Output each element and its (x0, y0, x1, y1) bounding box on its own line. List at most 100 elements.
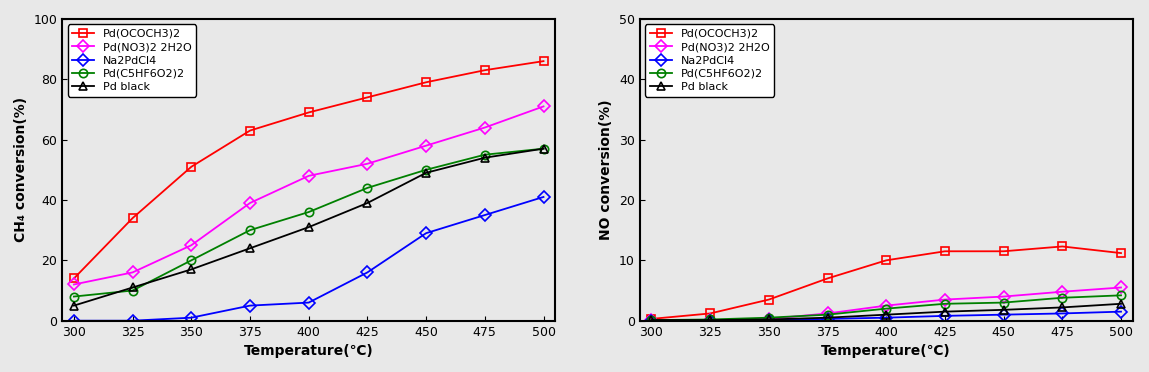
Pd(NO3)2 2H2O (125, 270, 139, 275)
Pd(C5HF6O2)2 (302, 210, 316, 214)
Pd black (996, 308, 1010, 312)
Pd(C5HF6O2)2 (762, 315, 776, 320)
Pd(C5HF6O2)2 (820, 312, 834, 317)
Na2PdCl4 (820, 317, 834, 321)
Pd(OCOCH3)2 (762, 297, 776, 302)
Legend: Pd(OCOCH3)2, Pd(NO3)2 2H2O, Na2PdCl4, Pd(C5HF6O2)2, Pd black: Pd(OCOCH3)2, Pd(NO3)2 2H2O, Na2PdCl4, Pd… (68, 25, 196, 97)
Pd(OCOCH3)2 (478, 68, 492, 73)
Pd(C5HF6O2)2 (537, 147, 550, 151)
Line: Pd black: Pd black (647, 299, 1125, 324)
Pd(NO3)2 2H2O (478, 125, 492, 130)
Pd(OCOCH3)2 (419, 80, 433, 84)
Line: Pd(C5HF6O2)2: Pd(C5HF6O2)2 (70, 144, 548, 301)
Pd(OCOCH3)2 (302, 110, 316, 115)
Pd(OCOCH3)2 (244, 128, 257, 133)
Pd(C5HF6O2)2 (1056, 295, 1070, 300)
Line: Pd(NO3)2 2H2O: Pd(NO3)2 2H2O (70, 102, 548, 289)
Na2PdCl4 (996, 312, 1010, 317)
Pd(NO3)2 2H2O (419, 144, 433, 148)
Na2PdCl4 (762, 318, 776, 322)
Pd black (762, 317, 776, 322)
Na2PdCl4 (419, 231, 433, 235)
Pd(NO3)2 2H2O (938, 297, 951, 302)
Pd black (938, 310, 951, 314)
Pd(C5HF6O2)2 (361, 186, 375, 190)
Pd(C5HF6O2)2 (244, 228, 257, 232)
Pd(NO3)2 2H2O (67, 282, 80, 287)
Pd(OCOCH3)2 (125, 216, 139, 220)
Na2PdCl4 (879, 315, 893, 320)
Line: Pd(NO3)2 2H2O: Pd(NO3)2 2H2O (647, 283, 1125, 324)
Pd black (1115, 302, 1128, 306)
Pd black (419, 171, 433, 175)
Pd(OCOCH3)2 (67, 276, 80, 280)
Pd(NO3)2 2H2O (185, 243, 199, 247)
Pd black (1056, 305, 1070, 310)
Pd(C5HF6O2)2 (938, 302, 951, 306)
Pd(C5HF6O2)2 (879, 307, 893, 311)
Pd(C5HF6O2)2 (67, 294, 80, 299)
Pd(OCOCH3)2 (1115, 251, 1128, 255)
X-axis label: Temperature(℃): Temperature(℃) (244, 344, 373, 358)
Pd(OCOCH3)2 (361, 95, 375, 100)
Na2PdCl4 (361, 270, 375, 275)
Pd(OCOCH3)2 (938, 249, 951, 253)
Pd(C5HF6O2)2 (185, 258, 199, 263)
Pd(C5HF6O2)2 (419, 167, 433, 172)
Pd black (125, 285, 139, 290)
Pd(NO3)2 2H2O (820, 311, 834, 316)
Na2PdCl4 (478, 213, 492, 217)
Pd black (703, 318, 717, 322)
Pd black (185, 267, 199, 272)
Pd(C5HF6O2)2 (1115, 293, 1128, 298)
Pd(NO3)2 2H2O (703, 318, 717, 322)
Pd(NO3)2 2H2O (1056, 289, 1070, 294)
Na2PdCl4 (703, 318, 717, 323)
Line: Pd black: Pd black (70, 144, 548, 310)
X-axis label: Temperature(℃): Temperature(℃) (822, 344, 951, 358)
Pd(C5HF6O2)2 (703, 317, 717, 322)
Pd(NO3)2 2H2O (537, 104, 550, 109)
Pd(OCOCH3)2 (185, 164, 199, 169)
Na2PdCl4 (185, 315, 199, 320)
Pd(NO3)2 2H2O (302, 174, 316, 178)
Pd(OCOCH3)2 (996, 249, 1010, 253)
Na2PdCl4 (67, 318, 80, 323)
Na2PdCl4 (537, 195, 550, 199)
Pd black (67, 304, 80, 308)
Pd(OCOCH3)2 (820, 276, 834, 280)
Na2PdCl4 (1115, 310, 1128, 314)
Pd(NO3)2 2H2O (645, 318, 658, 322)
Pd black (537, 147, 550, 151)
Pd black (645, 318, 658, 322)
Line: Pd(OCOCH3)2: Pd(OCOCH3)2 (70, 57, 548, 283)
Pd black (879, 312, 893, 317)
Na2PdCl4 (302, 300, 316, 305)
Pd(C5HF6O2)2 (125, 288, 139, 293)
Line: Pd(OCOCH3)2: Pd(OCOCH3)2 (647, 242, 1125, 323)
Pd(NO3)2 2H2O (244, 201, 257, 205)
Pd black (361, 201, 375, 205)
Pd(NO3)2 2H2O (996, 294, 1010, 299)
Pd black (478, 155, 492, 160)
Pd(OCOCH3)2 (703, 311, 717, 316)
Pd black (302, 225, 316, 230)
Line: Pd(C5HF6O2)2: Pd(C5HF6O2)2 (647, 291, 1125, 324)
Pd(C5HF6O2)2 (645, 318, 658, 322)
Pd(OCOCH3)2 (879, 258, 893, 263)
Pd(NO3)2 2H2O (762, 317, 776, 321)
Pd(OCOCH3)2 (537, 59, 550, 63)
Pd(NO3)2 2H2O (879, 304, 893, 308)
Pd(C5HF6O2)2 (996, 300, 1010, 305)
Pd(OCOCH3)2 (645, 317, 658, 321)
Pd(OCOCH3)2 (1056, 244, 1070, 249)
Na2PdCl4 (125, 318, 139, 323)
Line: Na2PdCl4: Na2PdCl4 (70, 193, 548, 325)
Pd(NO3)2 2H2O (1115, 285, 1128, 290)
Pd black (820, 315, 834, 320)
Line: Na2PdCl4: Na2PdCl4 (647, 308, 1125, 325)
Pd black (244, 246, 257, 250)
Pd(NO3)2 2H2O (361, 161, 375, 166)
Y-axis label: NO conversion(%): NO conversion(%) (600, 99, 614, 240)
Na2PdCl4 (938, 314, 951, 318)
